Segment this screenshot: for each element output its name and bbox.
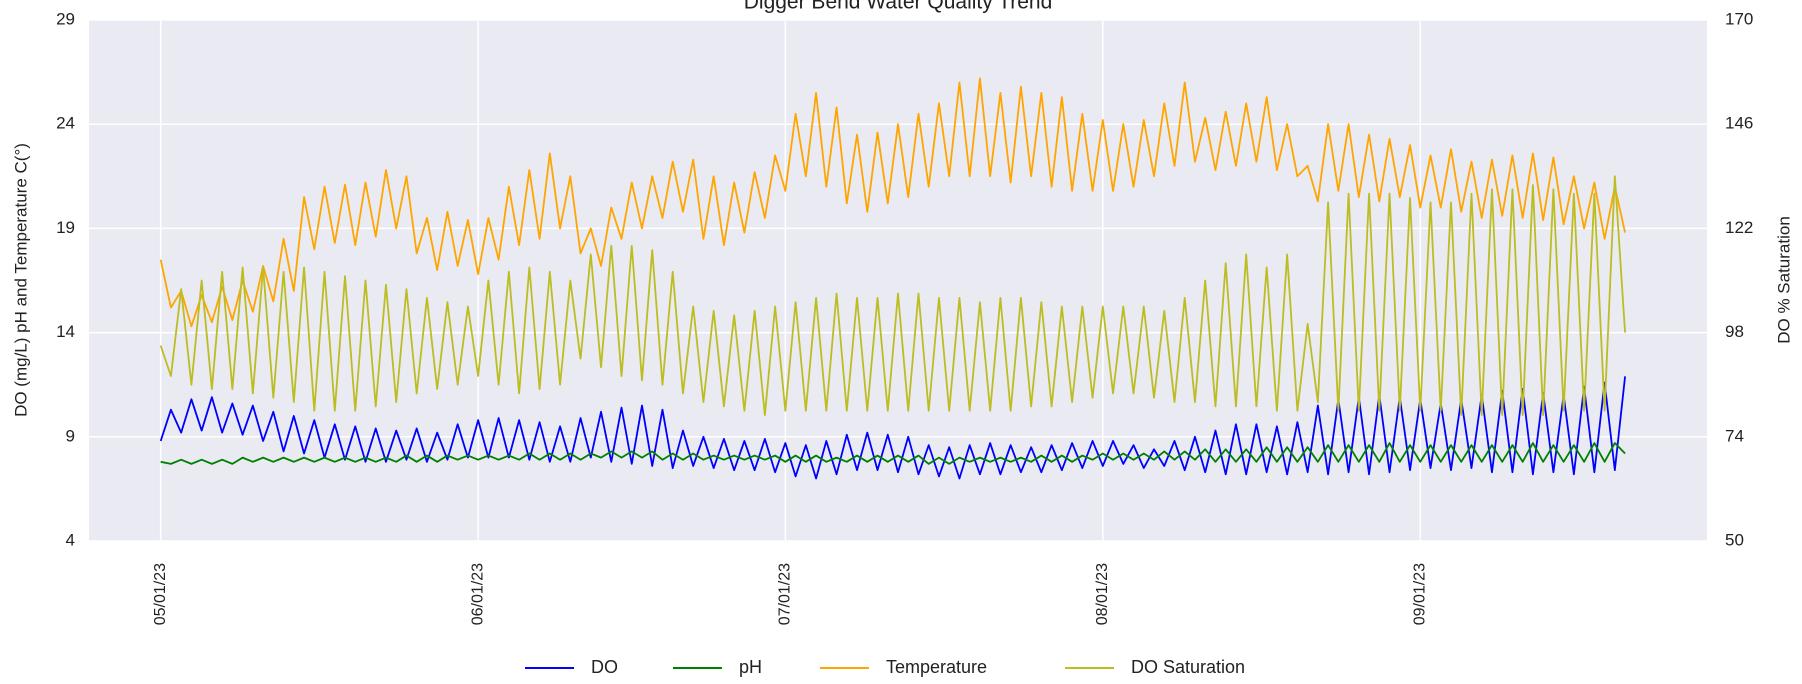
- legend-label: DO Saturation: [1131, 657, 1245, 677]
- plot-area: [89, 20, 1707, 541]
- series-line: [159, 376, 1626, 480]
- series-line: [159, 77, 1626, 328]
- y-tick-label: 24: [56, 114, 75, 133]
- y2-tick-label: 50: [1725, 530, 1744, 549]
- series-line: [160, 442, 1626, 465]
- y2-axis-label: DO % Saturation: [1774, 216, 1793, 344]
- x-tick-label: 07/01/23: [777, 563, 794, 625]
- legend-label: pH: [739, 657, 762, 677]
- y-tick-label: 4: [66, 530, 75, 549]
- y-tick-label: 29: [56, 9, 75, 28]
- x-tick-label: 09/01/23: [1411, 563, 1428, 625]
- y2-tick-label: 122: [1725, 218, 1753, 237]
- y-tick-label: 9: [66, 426, 75, 445]
- x-tick-label: 06/01/23: [469, 563, 486, 625]
- y2-tick-label: 146: [1725, 114, 1753, 133]
- y-tick-label: 19: [56, 218, 75, 237]
- chart-title: Digger Bend Water Quality Trend: [744, 0, 1053, 14]
- series-line: [159, 175, 1626, 416]
- y2-tick-label: 170: [1725, 9, 1753, 28]
- y2-tick-label: 74: [1725, 426, 1744, 445]
- legend-label: Temperature: [886, 657, 987, 677]
- y2-tick-label: 98: [1725, 322, 1744, 341]
- x-tick-label: 08/01/23: [1094, 563, 1111, 625]
- y-tick-label: 14: [56, 322, 75, 341]
- legend-label: DO: [591, 657, 618, 677]
- y-axis-label: DO (mg/L) pH and Temperature C(°): [11, 143, 30, 417]
- x-tick-label: 05/01/23: [152, 563, 169, 625]
